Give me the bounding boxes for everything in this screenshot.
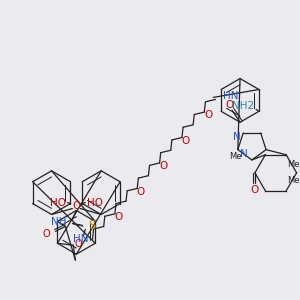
- Text: O: O: [115, 212, 123, 222]
- Text: HN: HN: [224, 92, 239, 101]
- Text: HO: HO: [87, 198, 103, 208]
- Text: Me: Me: [230, 152, 242, 161]
- Text: Me: Me: [287, 160, 300, 169]
- Text: O: O: [204, 110, 212, 120]
- Text: S: S: [88, 219, 96, 232]
- Text: HO: HO: [50, 198, 65, 208]
- Text: O: O: [182, 136, 190, 146]
- Text: N: N: [240, 148, 248, 159]
- Text: HN: HN: [73, 234, 88, 244]
- Text: O: O: [72, 200, 80, 211]
- Text: O: O: [43, 229, 50, 239]
- Text: O: O: [159, 161, 167, 171]
- Text: O: O: [137, 187, 145, 197]
- Text: N: N: [233, 132, 241, 142]
- Text: NH2: NH2: [232, 101, 254, 111]
- Text: NH: NH: [51, 218, 67, 227]
- Text: O: O: [74, 239, 82, 249]
- Text: O: O: [225, 100, 233, 110]
- Text: O: O: [251, 185, 259, 195]
- Text: Me: Me: [287, 176, 300, 185]
